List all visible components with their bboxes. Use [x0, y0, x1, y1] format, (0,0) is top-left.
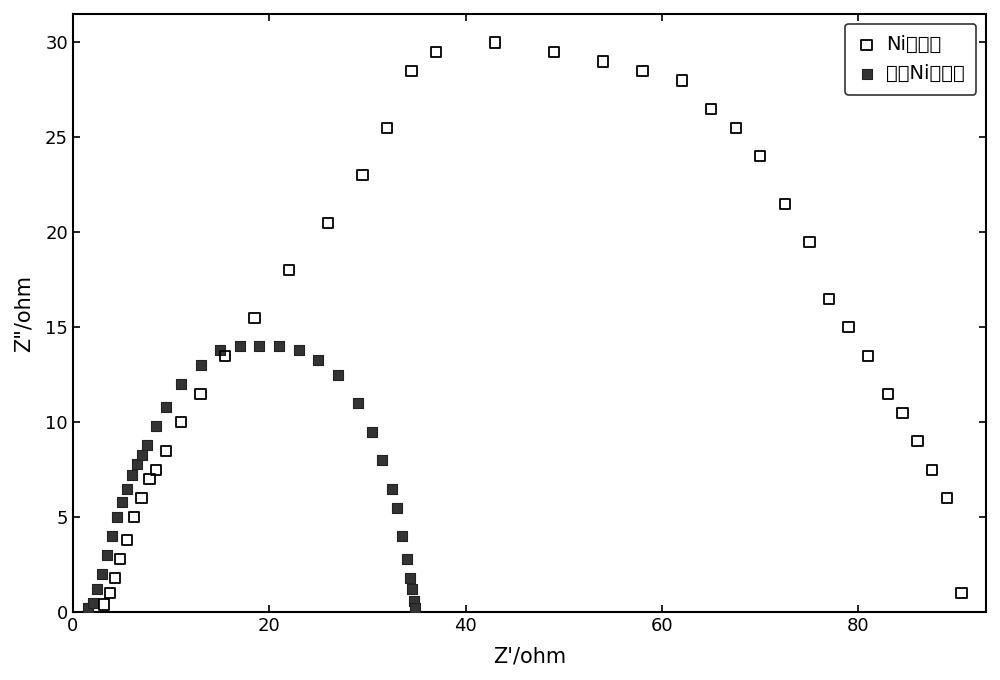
沉积Ni催化剂 — [407, 603, 423, 614]
Ni催化剂 — [939, 493, 955, 504]
沉积Ni催化剂 — [271, 341, 287, 352]
Ni催化剂 — [96, 599, 112, 610]
Ni催化剂 — [880, 388, 896, 399]
沉积Ni催化剂 — [109, 512, 125, 523]
Ni催化剂 — [777, 199, 793, 209]
沉积Ni催化剂 — [389, 503, 405, 513]
沉积Ni催化剂 — [399, 554, 415, 564]
沉积Ni催化剂 — [406, 595, 422, 606]
沉积Ni催化剂 — [374, 455, 390, 466]
沉积Ni催化剂 — [173, 379, 189, 390]
沉积Ni催化剂 — [89, 584, 105, 595]
Y-axis label: Z"/ohm: Z"/ohm — [14, 275, 34, 352]
沉积Ni催化剂 — [212, 345, 228, 356]
Ni催化剂 — [173, 417, 189, 428]
Ni催化剂 — [148, 464, 164, 475]
Ni催化剂 — [860, 350, 876, 361]
沉积Ni催化剂 — [85, 597, 101, 608]
沉积Ni催化剂 — [119, 483, 135, 494]
Ni催化剂 — [595, 56, 611, 67]
Ni催化剂 — [193, 388, 209, 399]
沉积Ni催化剂 — [350, 398, 366, 409]
X-axis label: Z'/ohm: Z'/ohm — [493, 646, 566, 666]
Ni催化剂 — [428, 46, 444, 57]
沉积Ni催化剂 — [291, 345, 307, 356]
Ni催化剂 — [355, 170, 371, 181]
沉积Ni催化剂 — [80, 603, 96, 614]
沉积Ni催化剂 — [99, 549, 115, 560]
沉积Ni催化剂 — [404, 584, 420, 595]
Ni催化剂 — [247, 312, 263, 323]
Ni催化剂 — [924, 464, 940, 475]
Ni催化剂 — [801, 237, 817, 248]
Ni催化剂 — [634, 65, 650, 76]
Ni催化剂 — [752, 151, 768, 162]
沉积Ni催化剂 — [193, 360, 209, 371]
沉积Ni催化剂 — [232, 341, 248, 352]
Ni催化剂 — [134, 493, 150, 504]
Ni催化剂 — [119, 534, 135, 545]
Ni催化剂 — [107, 573, 123, 583]
Ni催化剂 — [379, 122, 395, 133]
沉积Ni催化剂 — [330, 369, 346, 380]
沉积Ni催化剂 — [139, 439, 155, 450]
Ni催化剂 — [404, 65, 420, 76]
Ni催化剂 — [281, 265, 297, 275]
沉积Ni催化剂 — [384, 483, 400, 494]
沉积Ni催化剂 — [104, 530, 120, 541]
Ni催化剂 — [954, 588, 970, 598]
Ni催化剂 — [487, 37, 503, 48]
Ni催化剂 — [102, 588, 118, 598]
Ni催化剂 — [112, 554, 128, 564]
沉积Ni催化剂 — [251, 341, 267, 352]
Ni催化剂 — [821, 293, 837, 304]
沉积Ni催化剂 — [402, 573, 418, 583]
Ni催化剂 — [895, 407, 911, 418]
Ni催化剂 — [320, 218, 336, 228]
沉积Ni催化剂 — [364, 426, 380, 437]
Legend: Ni催化剂, 沉积Ni催化剂: Ni催化剂, 沉积Ni催化剂 — [845, 24, 976, 95]
Ni催化剂 — [909, 436, 925, 447]
Ni催化剂 — [841, 322, 857, 333]
沉积Ni催化剂 — [148, 420, 164, 431]
沉积Ni催化剂 — [310, 354, 326, 365]
沉积Ni催化剂 — [124, 470, 140, 481]
Ni催化剂 — [126, 512, 142, 523]
Ni催化剂 — [703, 103, 719, 114]
Ni催化剂 — [158, 445, 174, 456]
Ni催化剂 — [674, 75, 690, 86]
沉积Ni催化剂 — [114, 496, 130, 507]
沉积Ni催化剂 — [94, 568, 110, 579]
沉积Ni催化剂 — [129, 458, 145, 469]
沉积Ni催化剂 — [158, 402, 174, 413]
Ni催化剂 — [546, 46, 562, 57]
Ni催化剂 — [217, 350, 233, 361]
沉积Ni催化剂 — [394, 530, 410, 541]
沉积Ni催化剂 — [134, 449, 150, 460]
Ni催化剂 — [728, 122, 744, 133]
Ni催化剂 — [141, 474, 157, 485]
